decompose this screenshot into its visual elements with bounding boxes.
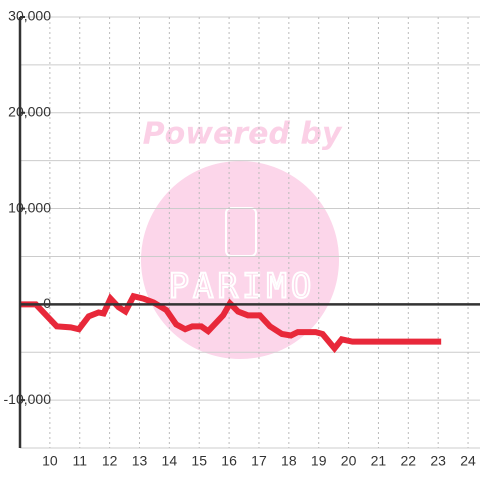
data-line bbox=[20, 292, 442, 354]
y-tick-label: 10,000 bbox=[8, 199, 51, 215]
x-tick-label: 20 bbox=[341, 453, 357, 469]
watermark-text: Powered by bbox=[143, 117, 343, 152]
x-tick-label: 22 bbox=[401, 453, 417, 469]
x-tick-label: 24 bbox=[460, 453, 476, 469]
x-tick-label: 18 bbox=[281, 453, 297, 469]
x-tick-label: 14 bbox=[162, 453, 178, 469]
y-tick-label: 30,000 bbox=[8, 8, 51, 24]
x-tick-label: 13 bbox=[132, 453, 148, 469]
x-tick-label: 11 bbox=[72, 453, 87, 469]
x-tick-label: 23 bbox=[430, 453, 446, 469]
x-tick-label: 16 bbox=[221, 453, 237, 469]
y-tick-label: 20,000 bbox=[8, 103, 51, 119]
y-tick-label: -10,000 bbox=[4, 391, 52, 407]
watermark-logo: PARIMO bbox=[169, 267, 316, 307]
x-tick-label: 12 bbox=[102, 453, 118, 469]
x-tick-label: 21 bbox=[371, 453, 387, 469]
x-tick-label: 17 bbox=[251, 453, 267, 469]
y-tick-label: 0 bbox=[43, 295, 51, 311]
plot bbox=[20, 292, 442, 354]
watermark-circle bbox=[141, 161, 339, 359]
grid bbox=[20, 16, 480, 449]
x-tick-label: 19 bbox=[311, 453, 327, 469]
x-tick-label: 15 bbox=[191, 453, 207, 469]
x-tick-label: 10 bbox=[42, 453, 58, 469]
